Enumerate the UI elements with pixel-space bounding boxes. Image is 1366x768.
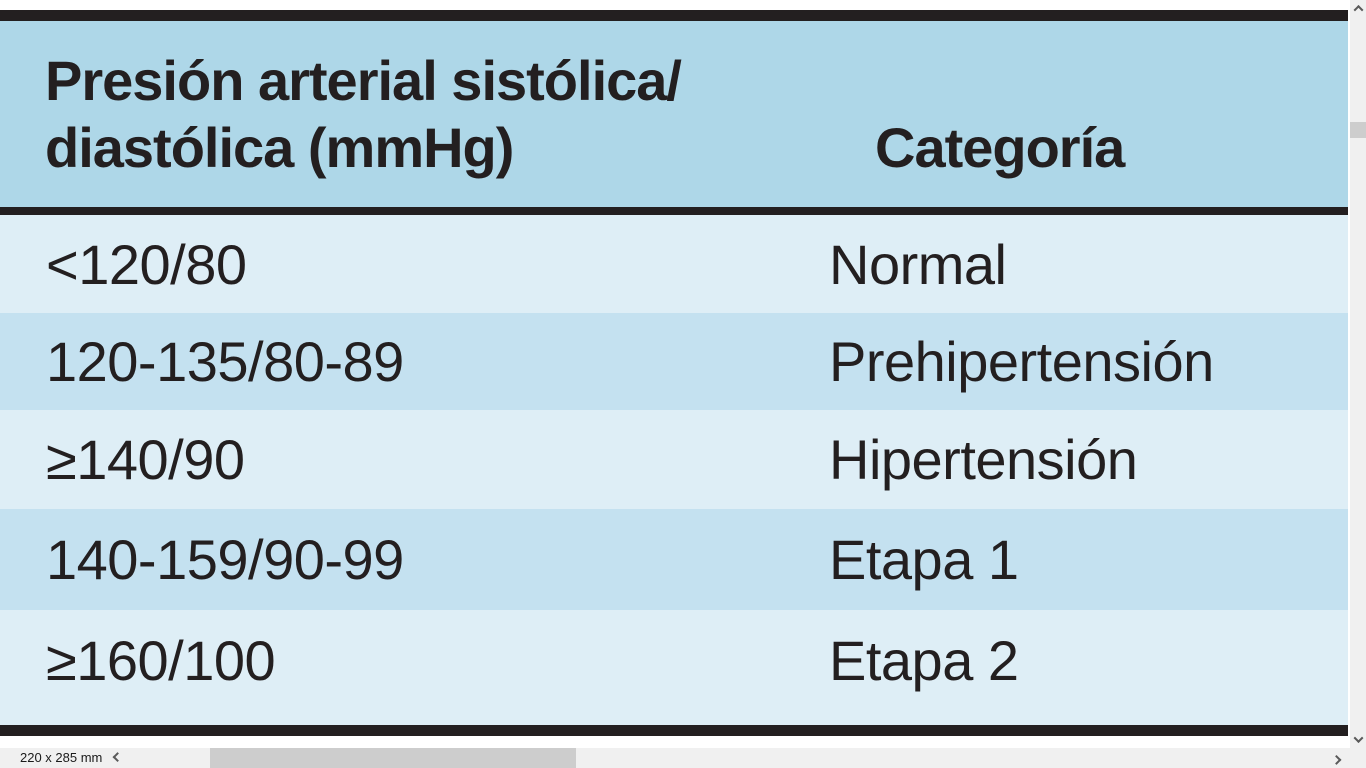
scroll-left-button[interactable] [105,748,129,768]
table-bottom-border [0,725,1348,736]
cell-range: 140-159/90-99 [46,528,404,591]
table-row: 120-135/80-89 Prehipertensión [0,313,1348,410]
pdf-page: Presión arterial sistólica/ diastólica (… [0,10,1348,736]
header-col-pressure: Presión arterial sistólica/ diastólica (… [45,47,682,181]
page-size-label: 220 x 285 mm [20,750,103,765]
cell-category: Etapa 2 [829,629,1019,692]
chevron-up-icon [1353,4,1363,15]
header-pressure-line1: Presión arterial sistólica/ [45,49,682,112]
status-bar: 220 x 285 mm [0,748,1366,768]
cell-category: Prehipertensión [829,330,1214,393]
cell-category: Normal [829,232,1007,296]
table-row: ≥140/90 Hipertensión [0,410,1348,509]
cell-range: 120-135/80-89 [46,330,404,393]
chevron-down-icon [1353,733,1363,744]
table-header-separator [0,207,1348,215]
table-row: 140-159/90-99 Etapa 1 [0,509,1348,610]
scroll-right-button[interactable] [1324,748,1348,768]
cell-range: <120/80 [46,232,247,296]
header-pressure-line2: diastólica (mmHg) [45,116,514,179]
vertical-scrollbar[interactable] [1350,0,1366,748]
cell-category: Hipertensión [829,428,1138,491]
table-header: Presión arterial sistólica/ diastólica (… [0,21,1348,207]
table-row: ≥160/100 Etapa 2 [0,610,1348,725]
header-col-category: Categoría [875,116,1125,179]
chevron-right-icon [1331,754,1341,765]
cell-range: ≥160/100 [46,629,276,692]
vertical-scrollbar-thumb[interactable] [1350,122,1366,138]
table-row: <120/80 Normal [0,215,1348,313]
scroll-up-button[interactable] [1350,0,1366,17]
scroll-down-button[interactable] [1350,731,1366,748]
table-body: <120/80 Normal 120-135/80-89 Prehiperten… [0,215,1348,725]
chevron-left-icon [112,751,122,762]
table-top-border [0,10,1348,21]
cell-range: ≥140/90 [46,428,245,491]
horizontal-scrollbar-thumb[interactable] [210,748,576,768]
cell-category: Etapa 1 [829,528,1019,591]
